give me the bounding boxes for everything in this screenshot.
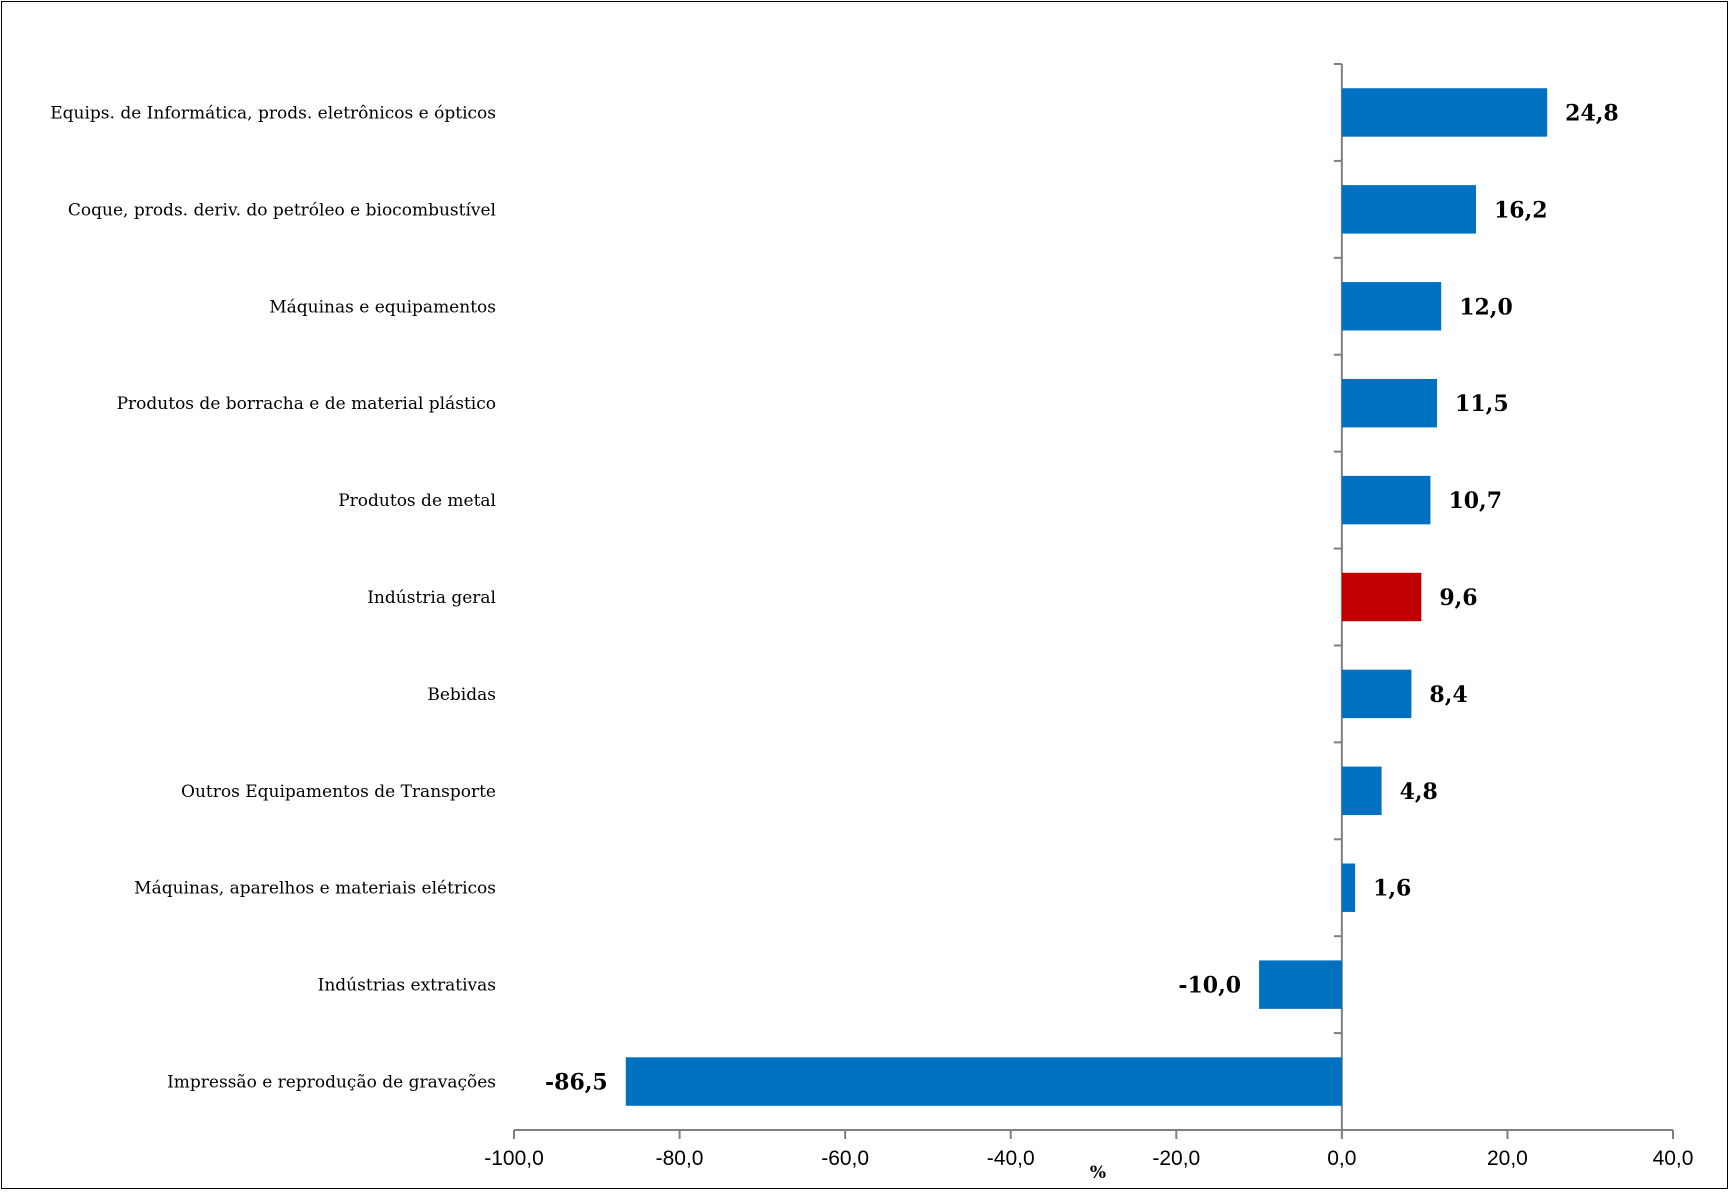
data-label: 1,6 — [1373, 876, 1411, 902]
data-label: 16,2 — [1494, 197, 1548, 223]
data-label: 10,7 — [1448, 488, 1502, 514]
x-tick-label: -80,0 — [656, 1147, 704, 1170]
data-label: 8,4 — [1429, 682, 1467, 708]
x-tick-label: -20,0 — [1152, 1147, 1200, 1170]
x-tick-label: -40,0 — [987, 1147, 1035, 1170]
bar — [625, 1057, 1342, 1106]
category-label: Equips. de Informática, prods. eletrônic… — [50, 103, 496, 123]
x-axis-title: % — [1090, 1163, 1106, 1183]
bar — [1341, 185, 1476, 234]
data-label: 24,8 — [1565, 100, 1619, 126]
x-tick-label: 40,0 — [1653, 1147, 1694, 1170]
data-label: -10,0 — [1178, 973, 1241, 999]
category-label: Impressão e reprodução de gravações — [167, 1073, 496, 1093]
category-label: Produtos de borracha e de material plást… — [117, 394, 496, 414]
bar — [1341, 282, 1442, 331]
bar — [1341, 766, 1382, 816]
category-label: Produtos de metal — [338, 491, 496, 511]
bar — [1341, 378, 1438, 428]
category-label: Bebidas — [427, 685, 496, 705]
category-label: Indústria geral — [367, 588, 496, 608]
x-tick-label: 0,0 — [1327, 1147, 1356, 1170]
data-label: -86,5 — [545, 1070, 608, 1096]
x-tick-label: -60,0 — [821, 1147, 869, 1170]
category-label: Outros Equipamentos de Transporte — [181, 782, 496, 802]
data-label: 11,5 — [1455, 391, 1509, 417]
bar — [1341, 475, 1431, 525]
bar — [1341, 863, 1356, 912]
category-label: Máquinas, aparelhos e materiais elétrico… — [134, 879, 496, 899]
category-label: Indústrias extrativas — [318, 976, 496, 996]
x-tick-label: 20,0 — [1487, 1147, 1528, 1170]
data-label: 4,8 — [1400, 779, 1438, 805]
bar — [1341, 572, 1422, 622]
category-label: Coque, prods. deriv. do petróleo e bioco… — [68, 200, 496, 220]
data-label: 12,0 — [1459, 294, 1513, 320]
x-tick-label: -100,0 — [484, 1147, 544, 1170]
category-label: Máquinas e equipamentos — [269, 297, 496, 317]
bar — [1259, 960, 1342, 1009]
bar — [1341, 88, 1548, 137]
bar — [1341, 669, 1412, 719]
data-label: 9,6 — [1439, 585, 1477, 611]
